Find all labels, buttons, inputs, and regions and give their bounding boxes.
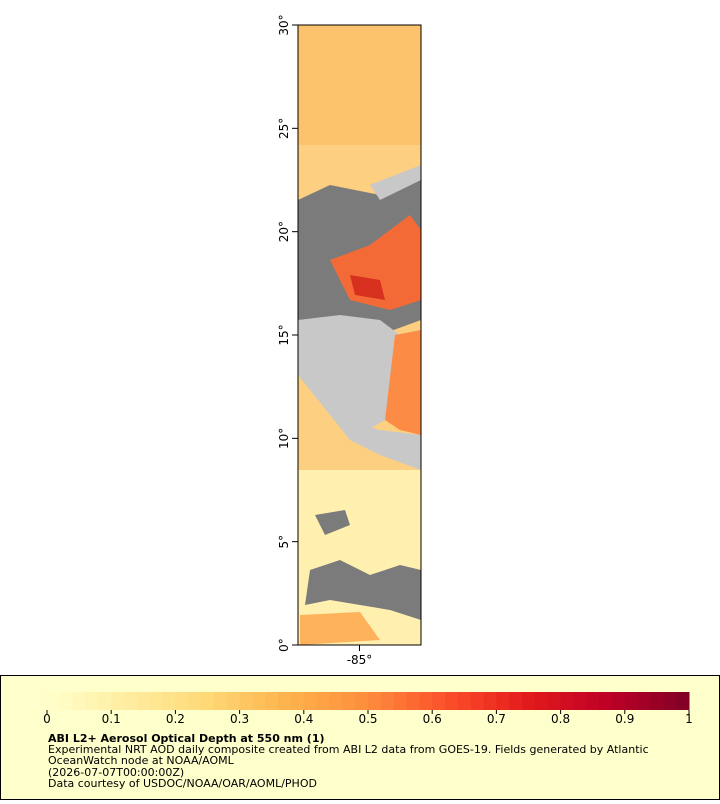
colorbar-step [457, 692, 472, 710]
aod-field [300, 612, 380, 645]
colorbar: 0 0.1 0.2 0.3 0.4 0.5 0.6 0.7 0.8 0.9 1 [43, 692, 693, 726]
colorbar-step [201, 692, 215, 710]
colorbar-step [534, 692, 549, 710]
colorbar-step [637, 692, 651, 710]
colorbar-tick-label: 0.7 [487, 712, 506, 726]
colorbar-step [599, 692, 613, 710]
caption-line: OceanWatch node at NOAA/AOML [48, 754, 235, 767]
aod-field [350, 275, 385, 300]
colorbar-step [470, 692, 485, 710]
colorbar-tick-label: 1 [685, 712, 693, 726]
colorbar-tick-label: 0.8 [551, 712, 570, 726]
colorbar-step [419, 692, 433, 710]
colorbar-step [72, 692, 87, 710]
lat-tick-label: 10° [277, 428, 291, 449]
colorbar-tick-label: 0.2 [166, 712, 185, 726]
colorbar-step [624, 692, 639, 710]
colorbar-step [252, 692, 266, 710]
colorbar-step [380, 692, 395, 710]
colorbar-step [98, 692, 112, 710]
colorbar-step [611, 692, 626, 710]
colorbar-step [47, 692, 61, 710]
colorbar-step [483, 692, 497, 710]
colorbar-step [188, 692, 202, 710]
lat-tick-label: 20° [277, 221, 291, 242]
colorbar-step [136, 692, 151, 710]
map-axes: 0° 5° 10° 15° 20° 25° 30° -85° [277, 14, 372, 667]
colorbar-step [445, 692, 459, 710]
colorbar-step [239, 692, 253, 710]
cloud [315, 510, 350, 535]
lon-tick-label: -85° [347, 653, 373, 667]
colorbar-step [59, 692, 74, 710]
lat-tick-label: 0° [277, 638, 291, 652]
colorbar-tick-label: 0.9 [615, 712, 634, 726]
aod-field [330, 215, 421, 310]
colorbar-step [213, 692, 228, 710]
colorbar-step [149, 692, 164, 710]
colorbar-tick-label: 0.5 [358, 712, 377, 726]
colorbar-step [316, 692, 330, 710]
colorbar-step [547, 692, 562, 710]
lat-tick-label: 15° [277, 324, 291, 345]
colorbar-step [496, 692, 510, 710]
colorbar-tick-label: 0 [43, 712, 51, 726]
colorbar-step [522, 692, 536, 710]
colorbar-tick-label: 0.3 [230, 712, 249, 726]
colorbar-step [663, 692, 677, 710]
colorbar-tick-label: 0.4 [294, 712, 313, 726]
aod-field [385, 330, 421, 435]
colorbar-step [226, 692, 241, 710]
colorbar-step [586, 692, 600, 710]
colorbar-step [162, 692, 176, 710]
colorbar-step [342, 692, 356, 710]
aod-field [298, 25, 421, 145]
colorbar-step [676, 692, 690, 710]
colorbar-step [175, 692, 189, 710]
colorbar-step [290, 692, 305, 710]
caption-line: (2026-07-07T00:00:00Z) [48, 766, 184, 779]
colorbar-step [573, 692, 587, 710]
colorbar-step [393, 692, 408, 710]
colorbar-step [650, 692, 664, 710]
colorbar-step [111, 692, 125, 710]
lat-tick-label: 5° [277, 535, 291, 549]
caption-line: Data courtesy of USDOC/NOAA/OAR/AOML/PHO… [48, 777, 317, 790]
colorbar-step [278, 692, 292, 710]
caption-line: Experimental NRT AOD daily composite cre… [48, 743, 649, 756]
colorbar-tick-label: 0.1 [102, 712, 121, 726]
land [345, 420, 421, 470]
colorbar-step [303, 692, 318, 710]
colorbar-step [432, 692, 446, 710]
lat-tick-label: 25° [277, 118, 291, 139]
land [298, 315, 400, 440]
colorbar-step [85, 692, 99, 710]
lake [370, 165, 421, 200]
colorbar-tick-label: 0.6 [423, 712, 442, 726]
colorbar-step [355, 692, 369, 710]
colorbar-step [509, 692, 523, 710]
map-image [298, 25, 421, 645]
colorbar-step [265, 692, 279, 710]
colorbar-step [560, 692, 574, 710]
colorbar-step [329, 692, 343, 710]
colorbar-step [406, 692, 420, 710]
cloud [305, 560, 421, 620]
legend-title: ABI L2+ Aerosol Optical Depth at 550 nm … [48, 732, 325, 745]
colorbar-step [124, 692, 138, 710]
lat-tick-label: 30° [277, 14, 291, 35]
colorbar-step [368, 692, 382, 710]
